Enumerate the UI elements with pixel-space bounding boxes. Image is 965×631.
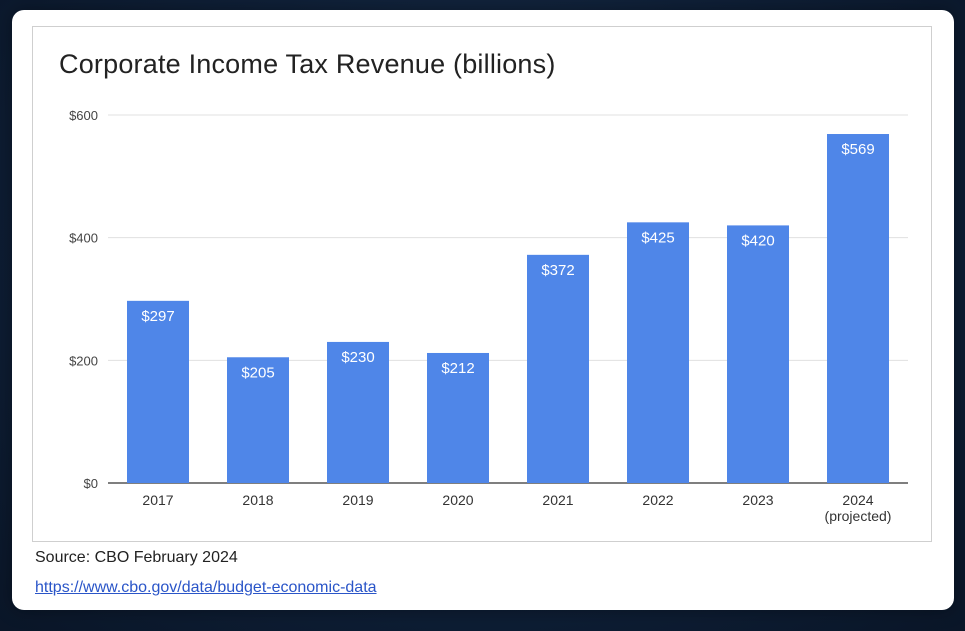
source-note: Source: CBO February 2024 bbox=[35, 549, 238, 566]
x-tick-label: 2017 bbox=[142, 492, 173, 508]
x-tick-label: 2023 bbox=[742, 492, 773, 508]
y-tick-label: $0 bbox=[84, 476, 98, 491]
bar bbox=[127, 300, 189, 483]
x-tick-label: 2024 bbox=[842, 492, 873, 508]
x-tick-label: 2020 bbox=[442, 492, 473, 508]
data-label: $372 bbox=[541, 262, 574, 279]
x-tick-label: 2021 bbox=[542, 492, 573, 508]
source-link[interactable]: https://www.cbo.gov/data/budget-economic… bbox=[35, 579, 377, 596]
data-label: $230 bbox=[341, 349, 374, 366]
data-label: $205 bbox=[241, 364, 274, 381]
y-tick-label: $200 bbox=[69, 353, 98, 368]
bar bbox=[827, 134, 889, 483]
data-label: $425 bbox=[641, 229, 674, 246]
bar bbox=[427, 352, 489, 483]
data-label: $212 bbox=[441, 360, 474, 377]
bar-chart: $0 $200 $400 $600 $297 2017 $205 2018 $230 2019 $2… bbox=[69, 108, 908, 524]
data-label: $297 bbox=[141, 308, 174, 325]
bar bbox=[327, 341, 389, 483]
bar bbox=[527, 254, 589, 483]
x-tick-label: 2019 bbox=[342, 492, 373, 508]
x-tick-label: 2022 bbox=[642, 492, 673, 508]
bar bbox=[627, 222, 689, 484]
slide-card: Corporate Income Tax Revenue (billions) … bbox=[12, 10, 954, 610]
x-tick-label: 2018 bbox=[242, 492, 273, 508]
bar bbox=[727, 225, 789, 483]
data-label: $569 bbox=[841, 141, 874, 158]
x-tick-sublabel: (projected) bbox=[825, 508, 892, 524]
y-tick-label: $600 bbox=[69, 108, 98, 123]
bar bbox=[227, 357, 289, 483]
chart-title: Corporate Income Tax Revenue (billions) bbox=[59, 49, 556, 79]
chart-frame: Corporate Income Tax Revenue (billions) … bbox=[32, 26, 932, 542]
y-tick-label: $400 bbox=[69, 231, 98, 246]
data-label: $420 bbox=[741, 232, 774, 249]
